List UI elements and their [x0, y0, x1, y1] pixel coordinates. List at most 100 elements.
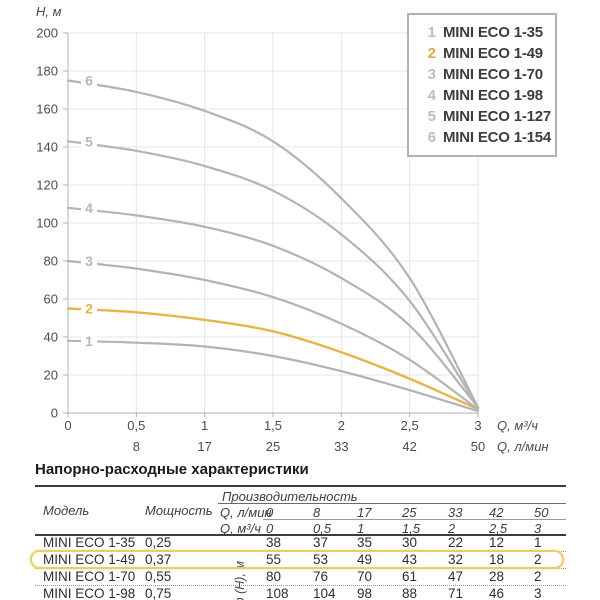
x-axis-tick-label-m3h: 1: [201, 418, 208, 433]
cell-value: 1: [534, 535, 542, 550]
cell-value: 46: [489, 586, 505, 600]
legend-item-number: 2: [427, 45, 436, 62]
legend-item: 4 MINI ECO 1-98: [423, 85, 555, 106]
header-lmin-value: 33: [448, 505, 463, 520]
header-lmin-value: 8: [313, 505, 321, 520]
cell-value: 30: [402, 535, 418, 550]
cell-value: 104: [313, 586, 336, 600]
legend-item: 6 MINI ECO 1-154: [423, 127, 555, 148]
cell-value: 98: [357, 586, 373, 600]
cell-power: 0,25: [145, 535, 172, 550]
header-lmin-value: 25: [402, 505, 417, 520]
curve-mini-eco-1-70: [66, 259, 480, 411]
x-axis-tick-label-lmin: 8: [133, 439, 140, 454]
cell-value: 3: [534, 586, 542, 600]
x-axis-tick-label-lmin: 33: [334, 439, 348, 454]
x-axis-tick-label-lmin: 17: [197, 439, 211, 454]
header-m3h-value: 3: [534, 521, 542, 536]
curve-mini-eco-1-154: [66, 79, 480, 409]
curve-label-backing: [81, 200, 97, 215]
x-axis-tick-label-lmin: 42: [402, 439, 416, 454]
x-axis-unit-m3h: Q, м³/ч: [497, 418, 538, 433]
table-title: Напорно-расходные характеристики: [35, 461, 309, 478]
x-axis-unit-lmin: Q, л/мин: [497, 439, 549, 454]
cell-power: 0,37: [145, 552, 172, 567]
cell-value: 28: [489, 569, 505, 584]
cell-value: 61: [402, 569, 418, 584]
header-lmin-value: 17: [357, 505, 372, 520]
legend-item-number: 5: [427, 108, 436, 125]
legend-item: 3 MINI ECO 1-70: [423, 64, 555, 85]
y-axis-tick-label: 140: [36, 140, 58, 155]
x-axis-tick-label-m3h: 0: [64, 418, 71, 433]
title-divider: [35, 485, 566, 487]
legend-item-number: 6: [427, 129, 436, 146]
legend-item-label: MINI ECO 1-98: [443, 87, 543, 104]
cell-value: 88: [402, 586, 418, 600]
legend-item-number: 3: [427, 66, 436, 83]
y-axis-tick-label: 80: [44, 254, 58, 269]
column-header-power: Мощность: [145, 503, 213, 518]
y-axis-tick-label: 100: [36, 216, 58, 231]
curve-number-label: 6: [85, 73, 93, 89]
y-axis-unit-label: Н, м: [36, 4, 62, 19]
curve-label-backing: [81, 134, 97, 149]
legend-item: 1 MINI ECO 1-35: [423, 22, 555, 43]
curve-number-label: 4: [85, 200, 93, 216]
cell-power: 0,55: [145, 569, 172, 584]
cell-value: 22: [448, 535, 464, 550]
lmin-divider: [263, 519, 566, 520]
legend-item-label: MINI ECO 1-127: [443, 108, 552, 125]
y-axis-tick-label: 200: [36, 26, 58, 41]
curve-mini-eco-1-127: [66, 140, 480, 409]
legend-item-label: MINI ECO 1-49: [443, 45, 543, 62]
cell-value: 49: [357, 552, 373, 567]
y-axis-tick-label: 0: [51, 406, 58, 421]
head-axis-side-label: Напор (Н), м: [233, 561, 247, 600]
table-row: MINI ECO 1-98 0,75 108 104 98 88 71 46 3: [35, 586, 566, 600]
performance-divider: [218, 503, 566, 504]
header-lmin-value: 0: [266, 505, 274, 520]
cell-model: MINI ECO 1-49: [43, 552, 136, 567]
table-row: MINI ECO 1-35 0,25 38 37 35 30 22 12 1: [35, 535, 566, 552]
cell-value: 2: [534, 552, 542, 567]
curve-number-label: 1: [85, 333, 93, 349]
curve-number-label: 2: [85, 301, 93, 317]
table-row: MINI ECO 1-70 0,55 80 76 70 61 47 28 2: [35, 569, 566, 586]
x-axis-tick-label-m3h: 1,5: [264, 418, 282, 433]
y-axis-tick-label: 160: [36, 102, 58, 117]
header-m3h-value: 0: [266, 521, 274, 536]
header-m3h-value: 0,5: [313, 521, 332, 536]
cell-value: 80: [266, 569, 282, 584]
cell-value: 32: [448, 552, 464, 567]
curve-label-backing: [81, 333, 97, 348]
legend-item-label: MINI ECO 1-70: [443, 66, 543, 83]
cell-model: MINI ECO 1-70: [43, 569, 136, 584]
y-axis-tick-label: 40: [44, 330, 58, 345]
curve-mini-eco-1-35: [66, 339, 480, 413]
cell-value: 76: [313, 569, 329, 584]
header-m3h-value: 2: [448, 521, 456, 536]
y-axis-tick-label: 20: [44, 368, 58, 383]
x-axis-tick-label-m3h: 3: [474, 418, 481, 433]
x-axis-tick-label-lmin: 25: [266, 439, 280, 454]
legend-item: 2 MINI ECO 1-49: [423, 43, 555, 64]
y-axis-tick-label: 60: [44, 292, 58, 307]
column-header-model: Модель: [43, 503, 90, 518]
header-lmin-value: 50: [534, 505, 549, 520]
legend-item-number: 4: [427, 87, 436, 104]
legend: 1 MINI ECO 1-35 2 MINI ECO 1-49 3 MINI ECO 1-…: [407, 13, 557, 157]
cell-model: MINI ECO 1-98: [43, 586, 136, 600]
cell-value: 108: [266, 586, 289, 600]
header-divider: [35, 534, 566, 536]
row-header-m3h: Q, м³/ч: [220, 521, 261, 536]
y-axis-tick-label: 120: [36, 178, 58, 193]
cell-value: 18: [489, 552, 505, 567]
cell-model: MINI ECO 1-35: [43, 535, 136, 550]
cell-value: 38: [266, 535, 282, 550]
header-lmin-value: 42: [489, 505, 504, 520]
x-axis-tick-label-lmin: 50: [471, 439, 485, 454]
legend-item-label: MINI ECO 1-35: [443, 24, 543, 41]
legend-item: 5 MINI ECO 1-127: [423, 106, 555, 127]
